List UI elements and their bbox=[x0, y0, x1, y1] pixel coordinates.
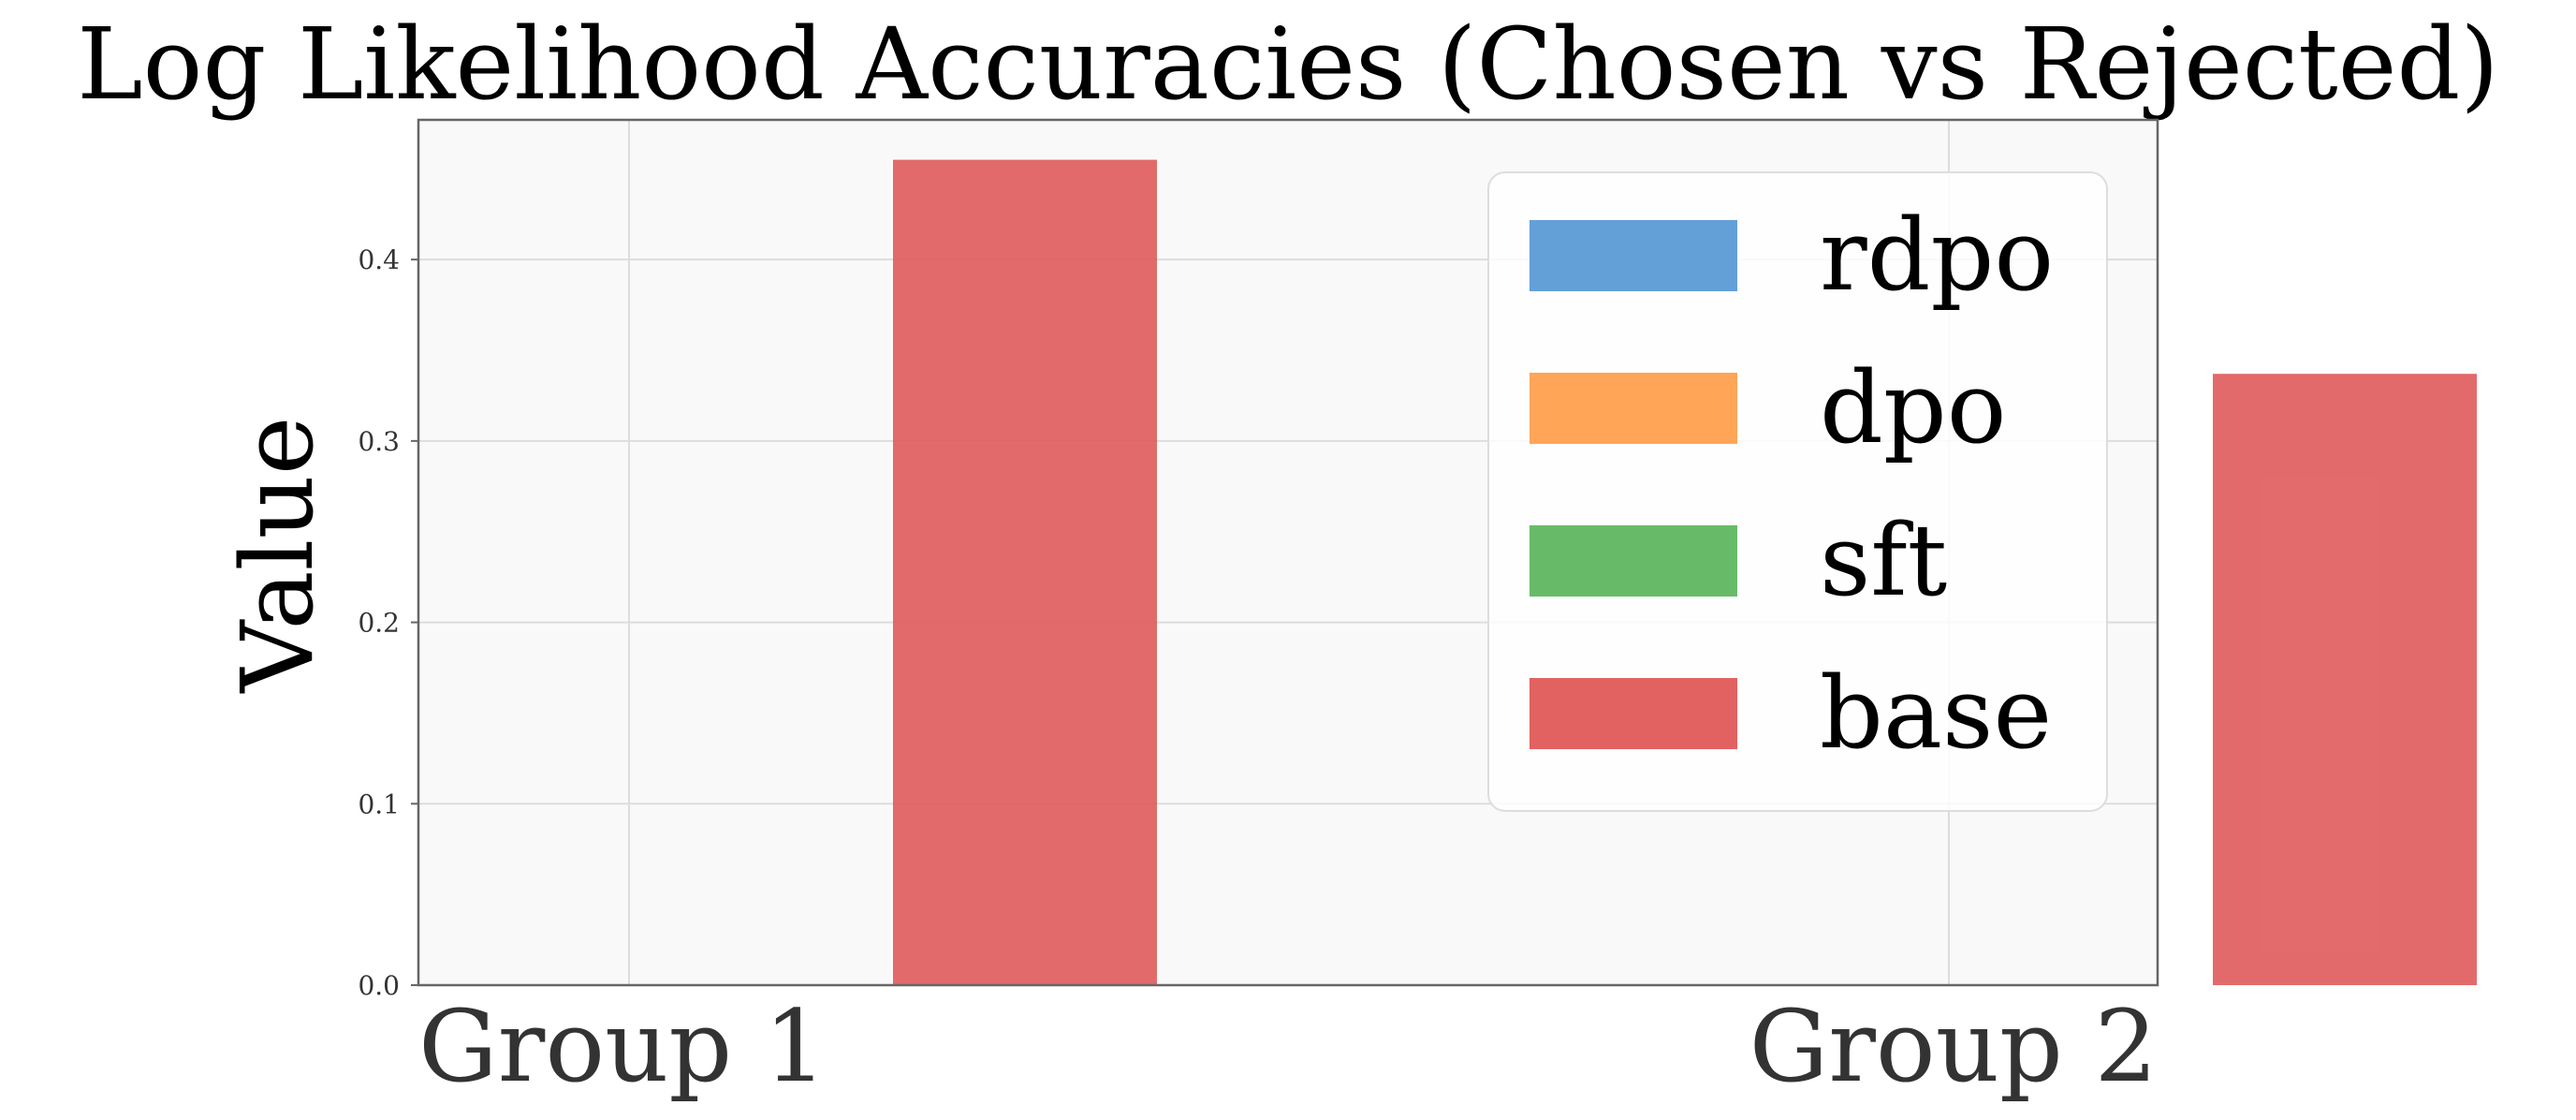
legend: rdpo dpo sft base bbox=[1487, 171, 2108, 812]
legend-label-sft: sft bbox=[1820, 503, 1947, 618]
plot-frame bbox=[417, 118, 2159, 987]
bars bbox=[893, 159, 2477, 986]
y-tick-label: 0.1 bbox=[358, 788, 400, 819]
legend-swatch-sft bbox=[1530, 525, 1737, 597]
x-axis-ticks: Group 1 Group 2 bbox=[418, 989, 2158, 1104]
y-axis-label: Value bbox=[220, 417, 335, 695]
chart-title: Log Likelihood Accuracies (Chosen vs Rej… bbox=[77, 7, 2498, 122]
legend-box bbox=[1487, 171, 2108, 812]
legend-swatch-dpo bbox=[1530, 373, 1737, 444]
x-tick-label: Group 2 bbox=[1749, 989, 2158, 1104]
legend-label-rdpo: rdpo bbox=[1820, 198, 2054, 313]
legend-label-base: base bbox=[1820, 656, 2052, 771]
y-tick-label: 0.0 bbox=[358, 970, 400, 1001]
bar-base-1 bbox=[893, 159, 1157, 986]
y-tick-label: 0.2 bbox=[358, 608, 400, 639]
bar-base-2 bbox=[2213, 374, 2477, 986]
legend-swatch-base bbox=[1530, 678, 1737, 749]
y-axis-ticks: 0.0 0.1 0.2 0.3 0.4 bbox=[358, 244, 418, 1001]
x-tick-label: Group 1 bbox=[418, 989, 827, 1104]
legend-swatch-rdpo bbox=[1530, 220, 1737, 291]
legend-label-dpo: dpo bbox=[1820, 350, 2007, 465]
y-tick-label: 0.3 bbox=[358, 426, 400, 457]
y-tick-label: 0.4 bbox=[358, 244, 400, 275]
